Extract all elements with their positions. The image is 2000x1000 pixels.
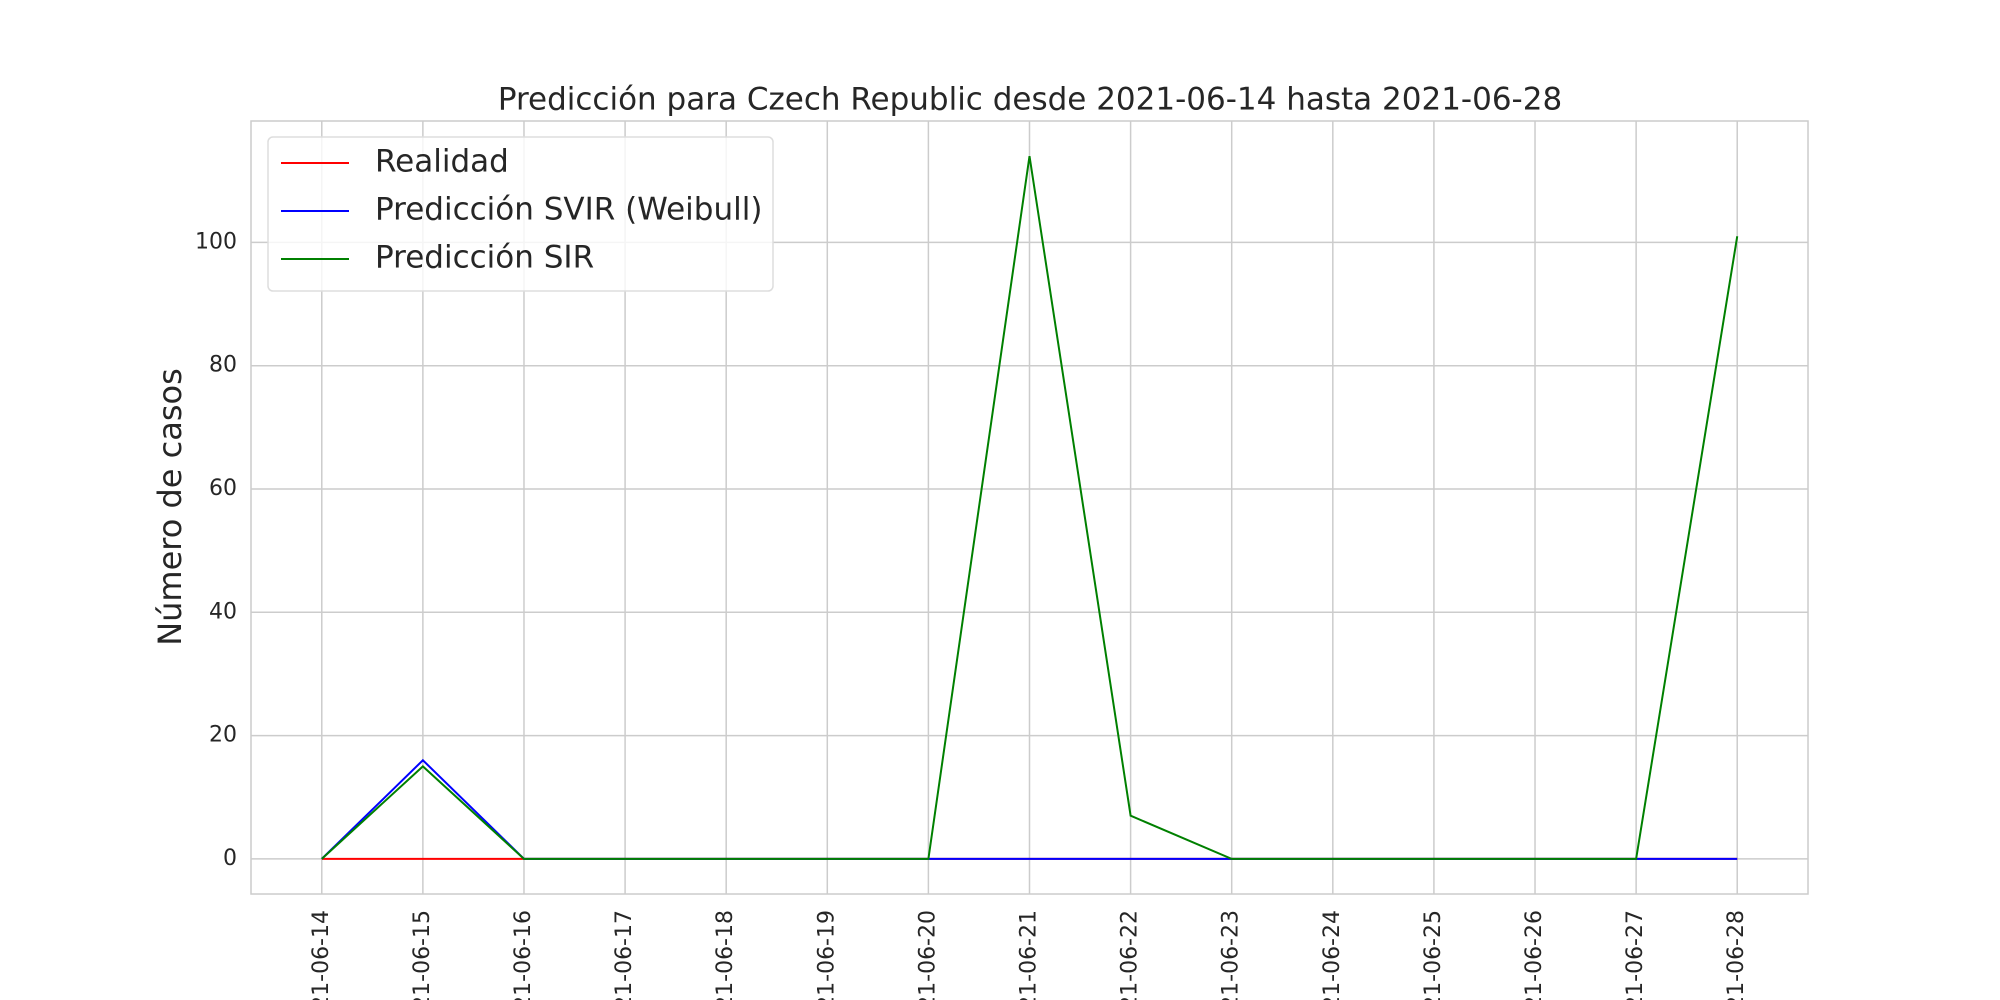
x-tick-label: 2021-06-15	[410, 910, 435, 1000]
legend: Realidad Predicción SVIR (Weibull) Predicc…	[267, 136, 774, 292]
legend-label: Predicción SVIR (Weibull)	[375, 192, 762, 228]
legend-label: Realidad	[375, 144, 509, 180]
x-tick-label: 2021-06-18	[713, 910, 738, 1000]
legend-box	[267, 136, 774, 292]
x-tick-label: 2021-06-21	[1017, 910, 1042, 1000]
x-tick-label: 2021-06-25	[1421, 910, 1446, 1000]
x-tick-label: 2021-06-20	[915, 910, 940, 1000]
x-tick-label: 2021-06-22	[1118, 910, 1143, 1000]
x-tick-label: 2021-06-27	[1623, 910, 1648, 1000]
chart-title: Predicción para Czech Republic desde 202…	[498, 82, 1562, 118]
x-tick-label: 2021-06-17	[612, 910, 637, 1000]
x-tick-label: 2021-06-14	[309, 910, 334, 1000]
x-tick-label: 2021-06-16	[511, 910, 536, 1000]
y-tick-label: 80	[209, 353, 237, 378]
x-tick-label: 2021-06-23	[1219, 910, 1244, 1000]
series-line	[321, 155, 1739, 860]
legend-label: Predicción SIR	[375, 240, 594, 276]
y-axis-label: Número de casos	[151, 368, 189, 646]
x-tick-label: 2021-06-24	[1320, 910, 1345, 1000]
x-tick-label: 2021-06-19	[814, 910, 839, 1000]
y-tick-label: 20	[209, 723, 237, 748]
y-tick-label: 60	[209, 476, 237, 501]
x-tick-label: 2021-06-26	[1522, 910, 1547, 1000]
x-tick-label: 2021-06-28	[1724, 910, 1749, 1000]
y-tick-label: 100	[195, 229, 237, 254]
y-tick-label: 40	[209, 599, 237, 624]
y-tick-label: 0	[223, 846, 237, 871]
